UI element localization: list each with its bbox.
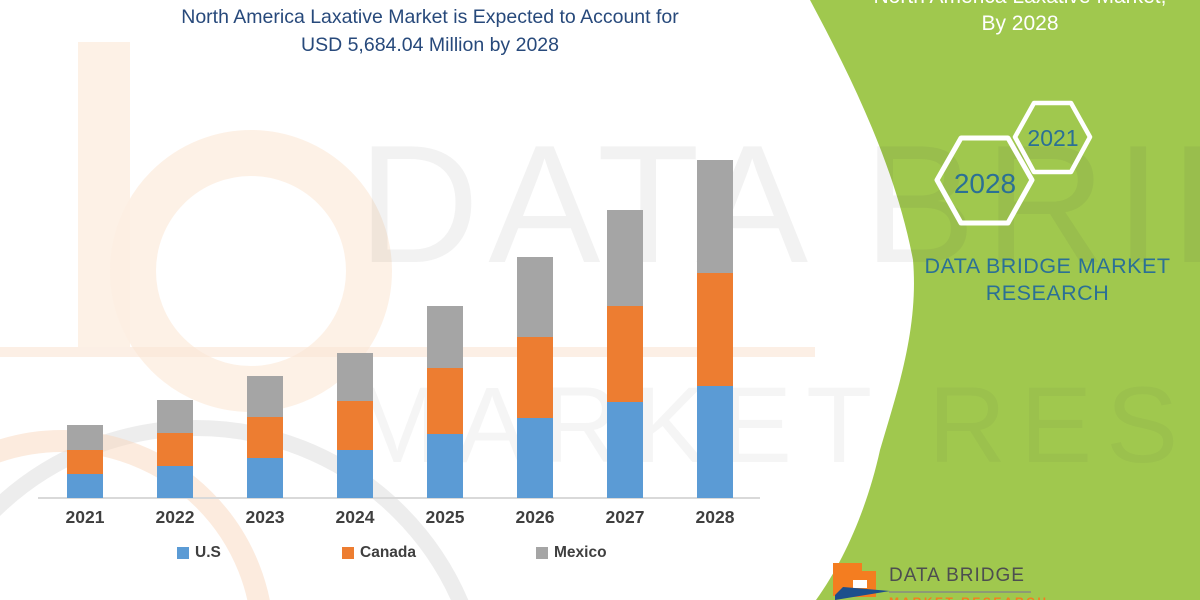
bar-segment-canada-2021 [67, 450, 103, 474]
databridge-logo-flag [833, 563, 862, 573]
bar-segment-canada-2023 [247, 417, 283, 458]
bar-segment-mexico-2027 [607, 210, 643, 306]
bar-segment-mexico-2021 [67, 425, 103, 450]
bar-segment-us-2025 [427, 434, 463, 498]
bar-segment-us-2023 [247, 458, 283, 498]
bar-2027 [607, 210, 643, 498]
bar-segment-mexico-2025 [427, 306, 463, 368]
legend-item-mexico: Mexico [536, 544, 607, 562]
panel-heading: North America Laxative Market, By 2028 [845, 0, 1195, 37]
chart-title: North America Laxative Market is Expecte… [0, 3, 860, 59]
green-panel-shape [810, 0, 1200, 600]
bar-segment-canada-2028 [697, 273, 733, 386]
peach-band-decor [0, 347, 815, 357]
x-axis-label-2024: 2024 [335, 507, 375, 527]
hexagon-front-label: 2028 [953, 168, 1017, 199]
legend-item-canada: Canada [342, 544, 416, 562]
databridge-logo-underline [889, 591, 1031, 593]
bar-segment-us-2024 [337, 450, 373, 498]
bar-segment-mexico-2028 [697, 160, 733, 273]
legend-label: Canada [360, 544, 416, 561]
bar-2023 [247, 376, 283, 498]
x-axis-label-2028: 2028 [695, 507, 735, 527]
hexagon-front [934, 135, 1035, 226]
hexagon-back-label: 2021 [1027, 125, 1079, 151]
legend-swatch [177, 547, 189, 559]
x-axis-line [38, 497, 760, 499]
chart-title-line2: USD 5,684.04 Million by 2028 [301, 34, 559, 56]
databridge-logo-text: DATA BRIDGE [889, 565, 1025, 586]
bar-2028 [697, 160, 733, 498]
panel-heading-line1: North America Laxative Market, [845, 0, 1195, 10]
x-axis-label-2025: 2025 [425, 507, 465, 527]
panel-heading-line2: By 2028 [981, 12, 1059, 35]
x-axis-label-2021: 2021 [65, 507, 105, 527]
legend-item-us: U.S [177, 544, 221, 562]
x-axis-label-2022: 2022 [155, 507, 195, 527]
databridge-logo-stem [833, 563, 845, 596]
x-axis-label-2023: 2023 [245, 507, 285, 527]
bar-segment-us-2026 [517, 418, 553, 498]
bar-segment-us-2021 [67, 474, 103, 498]
bar-segment-mexico-2022 [157, 400, 193, 433]
databridge-logo-subtext: MARKET RESEARCH [889, 595, 1049, 600]
hexagon-back [1012, 100, 1093, 175]
bar-segment-mexico-2026 [517, 257, 553, 337]
bar-2026 [517, 257, 553, 498]
chart-title-line1: North America Laxative Market is Expecte… [181, 6, 679, 28]
bar-segment-mexico-2023 [247, 376, 283, 417]
bar-2021 [67, 425, 103, 498]
x-axis-label-2027: 2027 [605, 507, 645, 527]
legend-label: U.S [195, 544, 221, 561]
panel-brand-text: DATA BRIDGE MARKET RESEARCH [924, 254, 1171, 305]
bar-segment-canada-2022 [157, 433, 193, 466]
bar-segment-canada-2026 [517, 337, 553, 418]
bar-segment-us-2022 [157, 466, 193, 498]
bar-2022 [157, 400, 193, 498]
legend-swatch [536, 547, 548, 559]
x-axis-label-2026: 2026 [515, 507, 555, 527]
bar-segment-canada-2025 [427, 368, 463, 434]
bar-segment-canada-2027 [607, 306, 643, 402]
bar-segment-mexico-2024 [337, 353, 373, 401]
legend-swatch [342, 547, 354, 559]
bar-segment-us-2028 [697, 386, 733, 498]
bar-segment-us-2027 [607, 402, 643, 498]
bar-2024 [337, 353, 373, 498]
bar-segment-canada-2024 [337, 401, 373, 450]
bar-2025 [427, 306, 463, 498]
legend-label: Mexico [554, 544, 607, 561]
